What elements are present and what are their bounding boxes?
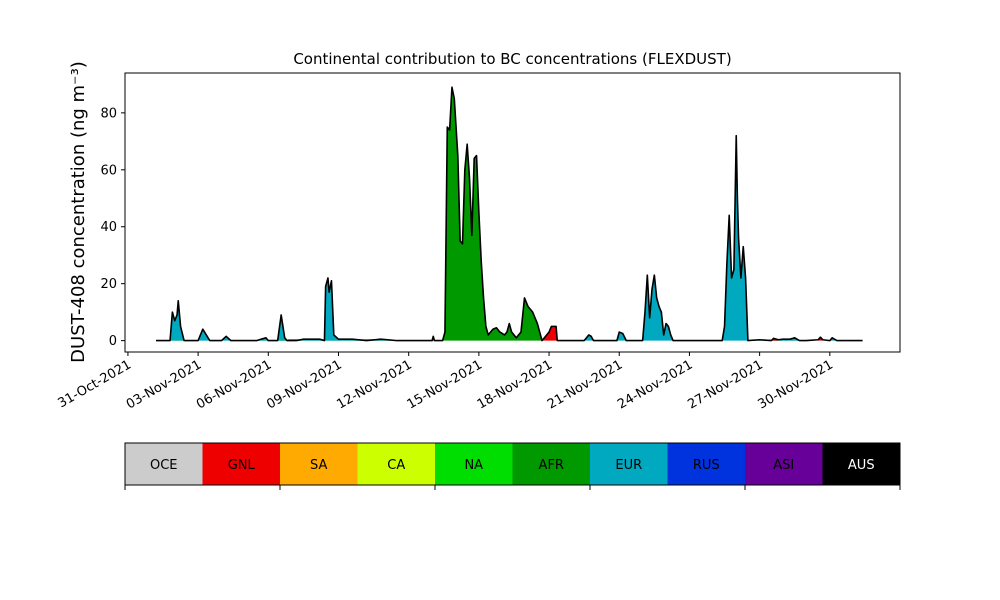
colorbar-swatch-aus: [822, 443, 900, 485]
colorbar-label-oce: OCE: [150, 458, 178, 473]
colorbar-label-sa: SA: [310, 458, 327, 473]
y-tick-label: 20: [100, 277, 117, 292]
area-series-afr: [156, 87, 800, 341]
colorbar-label-asi: ASI: [773, 458, 794, 473]
total-line: [156, 86, 863, 342]
colorbar-label-na: NA: [464, 458, 483, 473]
colorbar-swatch-sa: [280, 443, 358, 485]
colorbar-swatch-asi: [745, 443, 823, 485]
plot-frame: [124, 72, 901, 353]
colorbar-label-gnl: GNL: [228, 458, 256, 473]
colorbar-label-aus: AUS: [848, 458, 875, 473]
region-colorbar: OCE GNL SA CA NA AFR EUR RUS ASI AUS: [124, 442, 901, 490]
y-tick-label: 60: [100, 163, 117, 178]
colorbar-frame: [124, 442, 901, 486]
colorbar-swatch-rus: [667, 443, 745, 485]
plot-series: [156, 86, 863, 342]
y-axis-label: DUST-408 concentration (ng m⁻³): [68, 61, 89, 363]
y-tick-label: 40: [100, 220, 117, 235]
y-axis: 0 20 40 60 80: [100, 106, 125, 349]
colorbar-label-ca: CA: [387, 458, 405, 473]
colorbar-swatch-afr: [512, 443, 590, 485]
colorbar-swatch-ca: [357, 443, 435, 485]
colorbar-label-afr: AFR: [539, 458, 564, 473]
y-tick-label: 80: [100, 106, 117, 121]
colorbar-swatch-gnl: [202, 443, 280, 485]
colorbar-swatch-na: [435, 443, 513, 485]
colorbar-swatch-eur: [590, 443, 668, 485]
colorbar-label-rus: RUS: [693, 458, 720, 473]
colorbar-swatch-oce: [125, 443, 203, 485]
y-tick-label: 0: [109, 334, 117, 349]
chart-title: Continental contribution to BC concentra…: [293, 50, 731, 68]
area-series-eur: [156, 135, 842, 341]
colorbar-label-eur: EUR: [615, 458, 642, 473]
